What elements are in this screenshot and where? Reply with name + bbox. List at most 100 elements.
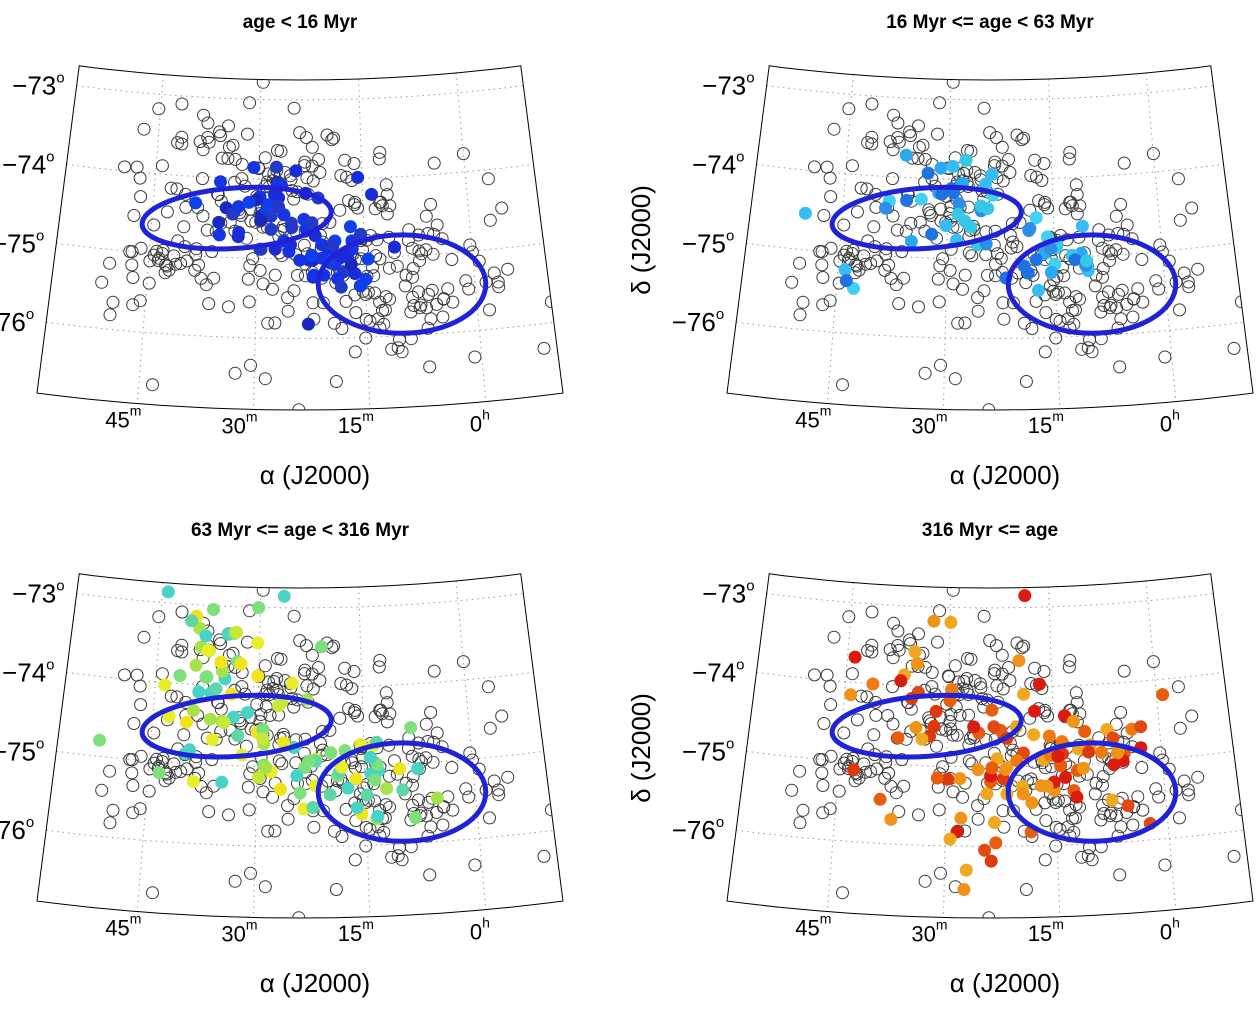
cluster-open-point xyxy=(939,723,953,737)
cluster-open-point xyxy=(842,610,856,624)
cluster-filled-point xyxy=(217,716,231,730)
cluster-open-point xyxy=(391,341,405,355)
cluster-open-point xyxy=(391,849,405,863)
cluster-open-point xyxy=(1028,661,1042,675)
cluster-open-point xyxy=(850,205,864,219)
cluster-filled-point xyxy=(939,219,953,233)
cluster-open-point xyxy=(1002,153,1015,166)
cluster-open-point xyxy=(412,244,426,258)
cluster-filled-point xyxy=(941,772,955,786)
cluster-filled-point xyxy=(1018,589,1032,603)
cluster-open-point xyxy=(936,760,950,774)
cluster-open-point xyxy=(793,308,807,322)
cluster-open-point xyxy=(268,316,282,330)
cluster-open-point xyxy=(904,129,917,143)
cluster-open-point xyxy=(878,771,892,785)
cluster-filled-point xyxy=(930,771,944,785)
cluster-filled-point xyxy=(1134,720,1148,734)
cluster-open-point xyxy=(886,143,900,157)
cluster-open-point xyxy=(235,680,249,694)
cluster-open-point xyxy=(287,101,301,115)
ra-gridline xyxy=(358,78,371,409)
cluster-open-point xyxy=(996,804,1010,818)
cluster-filled-point xyxy=(1025,796,1039,810)
cluster-open-point xyxy=(840,244,854,258)
cluster-open-point xyxy=(1181,783,1195,797)
cluster-open-point xyxy=(1003,166,1017,179)
cluster-open-point xyxy=(824,698,838,712)
cluster-open-point xyxy=(820,668,834,682)
x-axis-label: α (J2000) xyxy=(950,460,1060,490)
cluster-filled-point xyxy=(411,762,425,776)
cluster-open-point xyxy=(177,220,191,234)
cluster-open-point xyxy=(419,243,433,257)
cluster-filled-point xyxy=(1051,749,1065,763)
cluster-open-point xyxy=(1069,178,1083,192)
cluster-open-point xyxy=(222,808,235,822)
cluster-open-point xyxy=(918,874,932,888)
cluster-filled-point xyxy=(1059,770,1073,784)
cluster-open-point xyxy=(390,259,404,273)
region-ellipse-1 xyxy=(139,692,334,760)
x-tick-label: 30m xyxy=(911,409,947,439)
cluster-open-point xyxy=(1173,303,1186,317)
cluster-open-point xyxy=(383,199,397,213)
y-axis-label: δ (J2000) xyxy=(626,185,656,295)
cluster-open-point xyxy=(1029,294,1043,308)
cluster-filled-point xyxy=(934,161,948,175)
cluster-filled-point xyxy=(910,657,924,671)
cluster-filled-point xyxy=(959,153,973,167)
cluster-open-point xyxy=(837,726,851,740)
cluster-filled-point xyxy=(915,732,929,746)
cluster-open-point xyxy=(158,266,172,280)
cluster-open-point xyxy=(256,583,270,597)
y-tick-label: −73o xyxy=(702,70,754,101)
cluster-open-point xyxy=(840,752,854,766)
cluster-open-point xyxy=(887,108,901,122)
cluster-filled-point xyxy=(351,170,365,184)
cluster-open-point xyxy=(481,680,495,694)
cluster-open-point xyxy=(468,858,482,872)
cluster-open-point xyxy=(214,702,228,716)
cluster-open-point xyxy=(127,209,141,222)
y-tick-label: −73o xyxy=(12,70,64,101)
cluster-open-point xyxy=(537,849,551,863)
cluster-open-point xyxy=(989,131,1003,145)
cluster-open-point xyxy=(820,160,834,174)
cluster-open-point xyxy=(256,785,270,799)
cluster-open-point xyxy=(459,782,473,796)
cluster-open-point xyxy=(256,75,270,89)
cluster-filled-point xyxy=(285,676,299,690)
cluster-open-point xyxy=(297,667,311,681)
cluster-open-point xyxy=(982,403,996,411)
cluster-open-point xyxy=(334,169,348,182)
cluster-filled-point xyxy=(1082,745,1096,759)
cluster-open-point xyxy=(950,728,964,742)
panel-3: 63 Myr <= age < 316 Myr −73o −74o −75o −76o 4… xyxy=(0,520,564,998)
cluster-open-point xyxy=(1114,197,1128,211)
cluster-filled-point xyxy=(981,202,995,215)
cluster-open-point xyxy=(881,709,895,722)
cluster-open-point xyxy=(1010,128,1024,142)
x-tick-label: 30m xyxy=(221,917,257,947)
cluster-open-point xyxy=(241,272,255,286)
cluster-filled-point xyxy=(215,775,229,789)
cluster-open-point xyxy=(891,131,905,144)
cluster-open-point xyxy=(287,192,301,206)
cluster-open-point xyxy=(867,728,881,742)
cluster-open-point xyxy=(306,296,320,310)
cluster-open-point xyxy=(1191,262,1205,276)
x-tick-label: 45m xyxy=(105,911,141,941)
cluster-open-point xyxy=(169,765,183,779)
cluster-open-point xyxy=(221,152,235,165)
region-ellipse-1 xyxy=(829,184,1024,252)
cluster-open-point xyxy=(860,182,874,196)
cluster-open-point xyxy=(867,220,881,234)
cluster-open-point xyxy=(1102,244,1116,258)
cluster-filled-point xyxy=(293,253,307,267)
region-ellipse-2 xyxy=(315,232,489,336)
cluster-open-point xyxy=(201,131,215,144)
cluster-open-point xyxy=(271,652,284,665)
cluster-filled-point xyxy=(921,166,935,180)
cluster-filled-point xyxy=(900,193,914,207)
